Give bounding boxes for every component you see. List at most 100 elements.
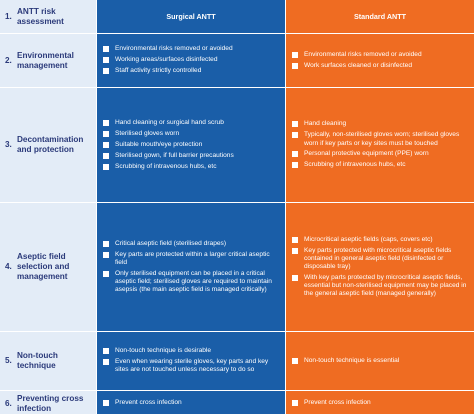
checkbox-bullet-icon bbox=[103, 152, 109, 159]
list-item-text: Work surfaces cleaned or disinfected bbox=[304, 61, 412, 69]
list-item: Hand cleaning bbox=[292, 120, 468, 128]
row-label: 6. Preventing cross infection bbox=[0, 391, 96, 414]
list-item-text: Scrubbing of intravenous hubs, etc bbox=[304, 161, 406, 169]
list-item-text: Environmental risks removed or avoided bbox=[304, 50, 422, 58]
list-item: Non-touch technique is essential bbox=[292, 357, 468, 365]
step-number: 6. bbox=[5, 398, 12, 408]
standard-cell: Non-touch technique is essential bbox=[286, 332, 474, 390]
list-item: With key parts protected by microcritica… bbox=[292, 274, 468, 299]
checkbox-bullet-icon bbox=[103, 270, 109, 277]
checkbox-bullet-icon bbox=[292, 62, 298, 69]
step-number: 3. bbox=[5, 140, 12, 150]
row-label: 3. Decontamination and protection bbox=[0, 88, 96, 202]
list-item: Key parts are protected within a larger … bbox=[103, 251, 279, 267]
checkbox-bullet-icon bbox=[103, 57, 109, 64]
list-item-text: Prevent cross infection bbox=[304, 399, 371, 407]
step-title: Non-touch technique bbox=[17, 351, 58, 370]
checkbox-bullet-icon bbox=[292, 274, 298, 281]
list-item: Environmental risks removed or avoided bbox=[292, 51, 468, 59]
step-number: 2. bbox=[5, 55, 12, 65]
list-item: Suitable mouth/eye protection bbox=[103, 141, 279, 149]
list-item-text: Key parts protected with microcritical a… bbox=[304, 246, 452, 270]
checkbox-bullet-icon bbox=[292, 121, 298, 128]
step-title: Environmental management bbox=[17, 50, 74, 70]
list-item: Scrubbing of intravenous hubs, etc bbox=[292, 161, 468, 169]
checkbox-bullet-icon bbox=[103, 348, 109, 355]
list-item: Staff activity strictly controlled bbox=[103, 67, 279, 75]
list-item-text: Scrubbing of intravenous hubs, etc bbox=[115, 162, 217, 170]
list-item: Microcritical aseptic fields (caps, cove… bbox=[292, 236, 468, 244]
list-item: Work surfaces cleaned or disinfected bbox=[292, 62, 468, 70]
step-title: Preventing cross infection bbox=[17, 393, 84, 413]
list-item: Even when wearing sterile gloves, key pa… bbox=[103, 358, 279, 374]
list-item: Hand cleaning or surgical hand scrub bbox=[103, 119, 279, 127]
checkbox-bullet-icon bbox=[103, 120, 109, 126]
row-label: 2. Environmental management bbox=[0, 34, 96, 87]
step-number: 5. bbox=[5, 356, 12, 366]
list-item: Key parts protected with microcritical a… bbox=[292, 247, 468, 272]
row-label: 5. Non-touch technique bbox=[0, 332, 96, 390]
checkbox-bullet-icon bbox=[292, 151, 298, 158]
checkbox-bullet-icon bbox=[103, 359, 109, 366]
standard-cell: Prevent cross infection bbox=[286, 391, 474, 414]
standard-cell: Environmental risks removed or avoided Wo… bbox=[286, 34, 474, 87]
list-item-text: Working areas/surfaces disinfected bbox=[115, 56, 218, 64]
list-item-text: With key parts protected by microcritica… bbox=[304, 273, 467, 298]
row-label-antt-risk-assessment: 1. ANTT risk assessment bbox=[0, 0, 96, 33]
list-item-text: Microcritical aseptic fields (caps, cove… bbox=[304, 235, 433, 243]
list-item-text: Environmental risks removed or avoided bbox=[115, 45, 233, 53]
list-item: Non-touch technique is desirable bbox=[103, 347, 279, 355]
checkbox-bullet-icon bbox=[292, 162, 298, 169]
list-item-text: Even when wearing sterile gloves, key pa… bbox=[115, 358, 269, 374]
surgical-cell: Environmental risks removed or avoided Wo… bbox=[97, 34, 285, 87]
list-item: Sterilised gloves worn bbox=[103, 130, 279, 138]
surgical-cell: Prevent cross infection bbox=[97, 391, 285, 414]
list-item-text: Only sterilised equipment can be placed … bbox=[115, 269, 272, 294]
checkbox-bullet-icon bbox=[292, 132, 298, 139]
list-item: Personal protective equipment (PPE) worn bbox=[292, 150, 468, 158]
list-item: Working areas/surfaces disinfected bbox=[103, 56, 279, 64]
list-item-text: Critical aseptic field (sterilised drape… bbox=[115, 239, 227, 247]
list-item: Prevent cross infection bbox=[292, 399, 468, 407]
list-item: Environmental risks removed or avoided bbox=[103, 45, 279, 53]
list-item: Prevent cross infection bbox=[103, 399, 279, 407]
list-item-text: Hand cleaning or surgical hand scrub bbox=[115, 119, 224, 126]
checkbox-bullet-icon bbox=[103, 240, 109, 247]
list-item-text: Sterilised gloves worn bbox=[115, 129, 180, 137]
surgical-cell: Critical aseptic field (sterilised drape… bbox=[97, 203, 285, 331]
list-item: Typically, non-sterilised gloves worn; s… bbox=[292, 131, 468, 147]
step-number: 1. bbox=[5, 11, 12, 21]
checkbox-bullet-icon bbox=[292, 236, 298, 243]
surgical-cell: Non-touch technique is desirable Even whe… bbox=[97, 332, 285, 390]
checkbox-bullet-icon bbox=[103, 130, 109, 137]
list-item-text: Personal protective equipment (PPE) worn bbox=[304, 150, 429, 158]
standard-cell: Hand cleaning Typically, non-sterilised g… bbox=[286, 88, 474, 202]
checkbox-bullet-icon bbox=[103, 400, 109, 407]
step-title: ANTT risk assessment bbox=[17, 6, 64, 26]
checkbox-bullet-icon bbox=[292, 247, 298, 254]
list-item: Critical aseptic field (sterilised drape… bbox=[103, 240, 279, 248]
standard-cell: Microcritical aseptic fields (caps, cove… bbox=[286, 203, 474, 331]
step-title: Aseptic field selection and management bbox=[17, 252, 70, 281]
list-item-text: Non-touch technique is desirable bbox=[115, 347, 212, 355]
list-item-text: Sterilised gown, if full barrier precaut… bbox=[115, 151, 234, 159]
checkbox-bullet-icon bbox=[292, 400, 298, 407]
list-item: Sterilised gown, if full barrier precaut… bbox=[103, 152, 279, 160]
column-header-surgical-antt: Surgical ANTT bbox=[97, 0, 285, 33]
checkbox-bullet-icon bbox=[103, 46, 109, 53]
list-item: Scrubbing of intravenous hubs, etc bbox=[103, 163, 279, 171]
surgical-cell: Hand cleaning or surgical hand scrub Ster… bbox=[97, 88, 285, 202]
list-item-text: Staff activity strictly controlled bbox=[115, 67, 202, 75]
list-item-text: Suitable mouth/eye protection bbox=[115, 140, 203, 148]
list-item-text: Non-touch technique is essential bbox=[304, 356, 400, 364]
step-number: 4. bbox=[5, 262, 12, 272]
checkbox-bullet-icon bbox=[292, 51, 298, 58]
checkbox-bullet-icon bbox=[103, 163, 109, 170]
checkbox-bullet-icon bbox=[103, 251, 109, 258]
list-item-text: Key parts are protected within a larger … bbox=[115, 250, 270, 266]
checkbox-bullet-icon bbox=[292, 357, 298, 364]
list-item: Only sterilised equipment can be placed … bbox=[103, 270, 279, 295]
list-item-text: Typically, non-sterilised gloves worn; s… bbox=[304, 131, 460, 147]
